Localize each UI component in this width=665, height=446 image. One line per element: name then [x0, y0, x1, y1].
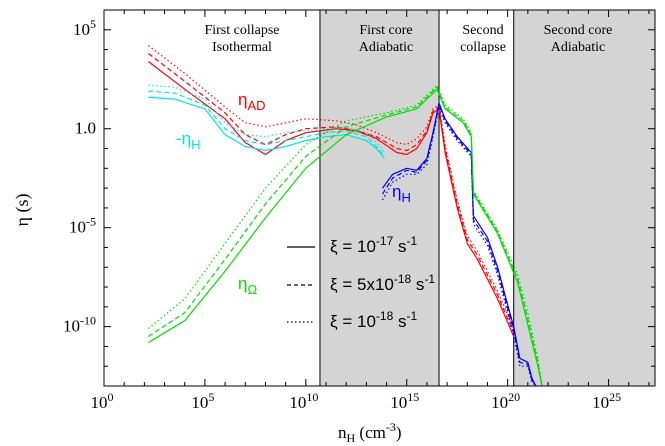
curve-h-neg-solid [148, 96, 385, 159]
x-axis-label-main: n [338, 423, 347, 442]
eta-ohm-label-main: η [238, 274, 247, 293]
phase-label-4-line2: Adiabatic [551, 40, 605, 55]
shaded-region-2 [513, 10, 655, 386]
plot-frame [103, 9, 656, 387]
curve-h-dashed [381, 104, 537, 386]
curve-ohm-dashed [148, 86, 543, 386]
phase-label-3-line2: collapse [460, 40, 506, 55]
legend-text-solid-main: ξ = 10 [330, 237, 376, 256]
x-tick-label: 1025 [592, 390, 621, 412]
legend-text-dashed-unit: s [411, 275, 424, 294]
x-axis-label-unit: (cm [355, 423, 386, 442]
phase-label-2-line2: Adiabatic [359, 40, 413, 55]
legend-text-solid-unit-exp: -1 [406, 234, 417, 248]
eta-ohm-label-sub: Ω [247, 282, 257, 297]
x-tick-label: 1015 [390, 390, 419, 412]
curve-ohm-solid [148, 88, 543, 386]
x-tick-label: 1010 [289, 390, 318, 412]
x-axis-label: nH (cm-3) [338, 420, 402, 445]
legend: ξ = 10-17 s-1 ξ = 5x10-18 s-1 ξ = 10-18 … [287, 234, 435, 331]
shaded-region-1 [319, 10, 440, 386]
minus-eta-h-label-sub: H [191, 137, 200, 152]
eta-ad-label: ηAD [238, 90, 266, 113]
legend-text-dashed-main: ξ = 5x10 [330, 275, 394, 294]
legend-text-dotted-exp: -18 [376, 309, 394, 323]
phase-boundaries [319, 10, 515, 386]
eta-h-label: ηH [392, 182, 411, 205]
y-axis-label: η (s) [12, 194, 33, 227]
eta-h-label-main: η [392, 182, 401, 201]
legend-text-solid-unit: s [393, 237, 406, 256]
x-axis-label-sub: H [347, 431, 356, 445]
x-axis-label-unit-sup: -3 [386, 420, 396, 434]
minus-eta-h-label-main: -η [176, 129, 191, 148]
legend-text-dashed-exp: -18 [394, 272, 412, 286]
phase-label-4-line1: Second core [544, 23, 613, 38]
y-tick-label: 1.0 [75, 119, 96, 138]
x-tick-label: 100 [91, 390, 114, 412]
curve-h-neg-dashed [148, 90, 385, 157]
eta-h-label-sub: H [401, 190, 410, 205]
eta-ad-label-main: η [238, 90, 247, 109]
phase-label-3-line1: Second [462, 23, 503, 38]
eta-ohm-label: ηΩ [238, 274, 257, 297]
y-tick-label: 10-10 [63, 314, 96, 336]
x-tick-label: 1020 [491, 390, 520, 412]
phase-shading [319, 10, 655, 386]
legend-text-solid: ξ = 10-17 s-1 [330, 234, 417, 256]
minus-eta-h-label: -ηH [176, 129, 201, 152]
x-axis-label-close: ) [396, 423, 402, 442]
axis-ticks: 100 105 1010 1015 1020 1025 105 1.0 10-5 10-10 [63, 9, 655, 412]
y-tick-label: 105 [73, 17, 96, 39]
y-tick-label: 10-5 [69, 215, 96, 237]
legend-text-dashed: ξ = 5x10-18 s-1 [330, 272, 435, 294]
legend-text-solid-exp: -17 [376, 234, 394, 248]
phase-label-1-line1: First collapse [204, 23, 279, 38]
curve-h-neg-dotted [148, 84, 385, 153]
legend-text-dotted-main: ξ = 10 [330, 312, 376, 331]
eta-ad-label-sub: AD [247, 98, 265, 113]
curve-ohm-dotted [148, 84, 543, 386]
phase-label-2-line1: First core [359, 23, 412, 38]
legend-text-dotted-unit-exp: -1 [406, 309, 417, 323]
legend-text-dashed-unit-exp: -1 [424, 272, 435, 286]
x-tick-label: 105 [191, 390, 214, 412]
legend-text-dotted: ξ = 10-18 s-1 [330, 309, 417, 331]
curves [148, 45, 543, 386]
legend-text-dotted-unit: s [393, 312, 406, 331]
phase-label-1-line2: Isothermal [212, 40, 272, 55]
curve-ad-dashed [148, 53, 515, 333]
